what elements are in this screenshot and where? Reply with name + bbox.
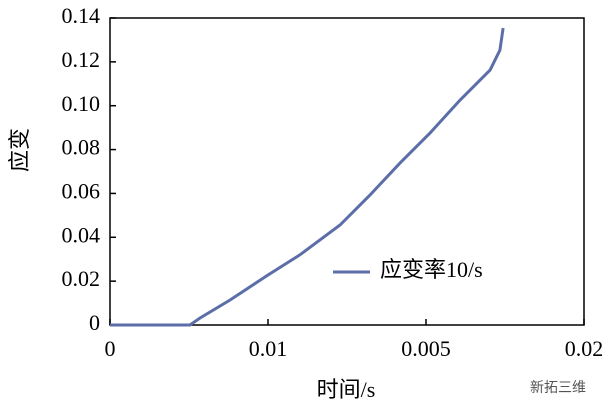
watermark: 新拓三维 [530,380,586,396]
y-tick-label: 0.14 [62,3,101,28]
x-tick-label: 0.01 [249,336,288,361]
legend-label: 应变率10/s [380,257,483,282]
y-tick-label: 0.08 [62,135,101,160]
y-tick-label: 0.04 [62,222,101,247]
y-tick-label: 0.10 [62,91,101,116]
x-tick-label: 0.005 [401,336,451,361]
y-axis-label: 应变 [7,128,32,172]
x-tick-label: 0 [105,336,116,361]
y-tick-label: 0 [89,310,100,335]
y-tick-label: 0.12 [62,47,101,72]
plot-frame [109,17,585,326]
data-line [110,27,505,327]
x-tick-label: 0.02 [565,336,604,361]
y-tick-label: 0.02 [62,266,101,291]
y-tick-label: 0.06 [62,178,101,203]
x-axis-label: 时间/s [317,377,376,402]
